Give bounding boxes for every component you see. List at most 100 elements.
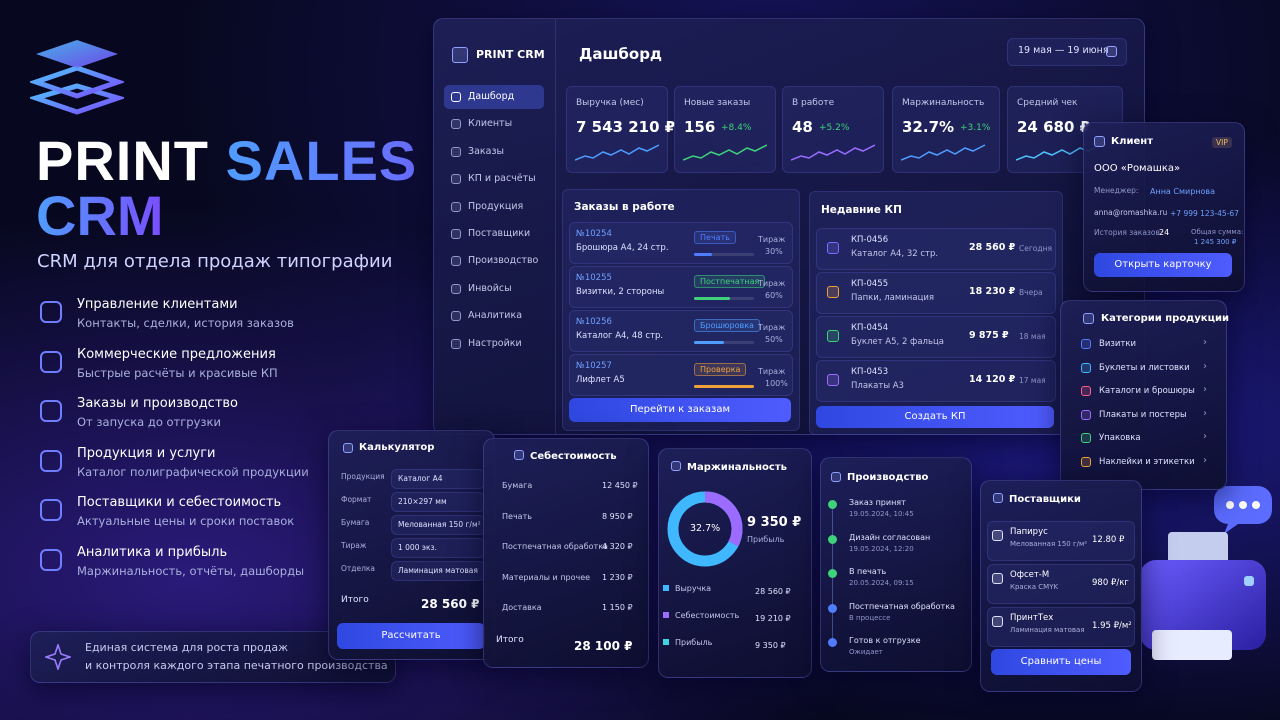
- cost-value: 8 950 ₽: [602, 511, 633, 521]
- nav-item[interactable]: Заказы: [468, 145, 505, 157]
- order-row: №10256 Каталог А4, 48 стр. Брошюровка Тираж…: [569, 310, 793, 352]
- feature-title: Поставщики и себестоимость: [77, 495, 282, 510]
- nav-item[interactable]: Продукция: [468, 200, 524, 212]
- quote-row: КП-0455 Папки, ламинация 18 230 ₽ Вчера: [816, 272, 1056, 314]
- client-email: anna@romashka.ru: [1094, 208, 1168, 217]
- calculator-card: Калькулятор Продукция Каталог А4 Формат 210×…: [328, 430, 495, 660]
- order-progress: 60%: [765, 291, 783, 300]
- quote-amount: 28 560 ₽: [969, 242, 1016, 253]
- kpi-card: Выручка (мес) 7 543 210 ₽: [566, 86, 675, 173]
- progress-track: [694, 341, 754, 344]
- nav-icon: [451, 283, 461, 294]
- feature-title: Заказы и производство: [77, 396, 239, 411]
- field-label: Отделка: [341, 564, 375, 573]
- kpi-value: 24 680 ₽: [1017, 118, 1091, 136]
- button[interactable]: Рассчитать: [337, 623, 485, 649]
- order-progress: 100%: [765, 379, 788, 388]
- nav-icon: [451, 146, 461, 157]
- nav-icon: [451, 119, 461, 130]
- nav-item[interactable]: Аналитика: [468, 310, 523, 322]
- field-value: 1 000 экз.: [398, 543, 437, 552]
- dashboard-window: PRINT CRM Дашборд 19 мая — 19 июня Дашборд К…: [433, 18, 1145, 435]
- card-title: Производство: [847, 472, 929, 483]
- page-title: Дашборд: [579, 45, 663, 63]
- supplier-row: ПринтТех Ламинация матовая 1.95 ₽/м²: [987, 607, 1135, 647]
- category-icon: [1081, 456, 1091, 467]
- cost-label: Постпечатная обработка: [502, 542, 608, 551]
- category-icon: [1081, 339, 1091, 349]
- nav-item[interactable]: Дашборд: [468, 91, 515, 102]
- suppliers-icon: [993, 493, 1003, 503]
- category-icon: [1081, 386, 1091, 396]
- production-icon: [831, 472, 841, 482]
- order-desc: Брошюра А4, 24 стр.: [576, 243, 669, 253]
- legend-swatch: [663, 585, 669, 591]
- nav-item[interactable]: Инвойсы: [468, 282, 512, 294]
- cost-value: 12 450 ₽: [602, 481, 638, 490]
- quote-date: 18 мая: [1019, 332, 1046, 341]
- panel-title: Недавние КП: [821, 204, 902, 216]
- button[interactable]: Открыть карточку: [1094, 253, 1232, 277]
- supplier-name: ПринтТех: [1010, 613, 1054, 623]
- button[interactable]: Создать КП: [816, 406, 1054, 428]
- feature-desc: Быстрые расчёты и красивые КП: [77, 365, 278, 380]
- timeline-dot: [828, 569, 837, 578]
- category-name[interactable]: Каталоги и брошюры: [1099, 386, 1195, 396]
- cost-icon: [514, 450, 524, 460]
- nav-item[interactable]: Настройки: [468, 337, 522, 349]
- client-history: 24: [1159, 228, 1170, 237]
- donut-center: 32.7%: [690, 523, 721, 534]
- nav-item[interactable]: Производство: [468, 255, 539, 267]
- feature-title: Коммерческие предложения: [77, 346, 276, 362]
- button[interactable]: Перейти к заказам: [569, 398, 791, 422]
- brand-word: SALES: [225, 129, 418, 192]
- category-name[interactable]: Плакаты и постеры: [1099, 409, 1187, 420]
- quote-id: КП-0456: [851, 235, 889, 245]
- feature-desc: От запуска до отгрузки: [77, 415, 221, 429]
- nav-item[interactable]: Поставщики: [468, 228, 531, 239]
- footer-line: Единая система для роста продаж: [85, 641, 289, 654]
- button[interactable]: Сравнить цены: [991, 649, 1131, 675]
- total-value: 28 100 ₽: [574, 639, 633, 653]
- date-range: 19 мая — 19 июня: [1007, 38, 1127, 66]
- category-name[interactable]: Буклеты и листовки: [1099, 362, 1190, 373]
- category-name[interactable]: Наклейки и этикетки: [1099, 456, 1195, 467]
- feature-title: Аналитика и прибыль: [77, 544, 228, 560]
- kpi-label: Новые заказы: [684, 98, 751, 108]
- supplier-row: Офсет-М Краска CMYK 980 ₽/кг: [987, 564, 1135, 604]
- legend-value: 9 350 ₽: [755, 641, 786, 650]
- quotes-panel: Недавние КП КП-0456 Каталог А4, 32 стр. 28 …: [809, 191, 1063, 435]
- order-desc: Визитки, 2 стороны: [576, 287, 665, 297]
- feature-title: Управление клиентами: [77, 297, 238, 312]
- progress-bar: [694, 341, 724, 344]
- run-label: Тираж: [758, 235, 786, 244]
- card-title: Клиент: [1111, 136, 1153, 147]
- feature-desc: Маржинальность, отчёты, дашборды: [77, 563, 305, 578]
- nav-item[interactable]: Клиенты: [468, 118, 513, 130]
- category-name[interactable]: Визитки: [1099, 339, 1137, 349]
- field-label: Менеджер:: [1094, 186, 1139, 195]
- client-card: Клиент VIP ООО «Ромашка» Менеджер: Анна Смир…: [1083, 122, 1245, 292]
- brand-word: CRM: [36, 184, 164, 247]
- suppliers-card: Поставщики Папирус Мелованная 150 г/м² 12.8…: [980, 480, 1142, 692]
- footer-line: и контроля каждого этапа печатного произ…: [85, 659, 388, 672]
- category-icon: [1081, 362, 1091, 373]
- client-manager: Анна Смирнова: [1150, 187, 1216, 196]
- select-field: Каталог А4: [391, 469, 485, 489]
- supplier-price: 12.80 ₽: [1092, 535, 1125, 545]
- step-name: В печать: [849, 567, 887, 576]
- category-name[interactable]: Упаковка: [1099, 433, 1141, 443]
- supplier-desc: Мелованная 150 г/м²: [1010, 540, 1088, 548]
- feature-icon: [40, 400, 62, 422]
- nav-item[interactable]: КП и расчёты: [468, 173, 536, 185]
- cost-value: 1 150 ₽: [602, 603, 633, 612]
- sparkline: [901, 144, 986, 161]
- supplier-desc: Ламинация матовая: [1010, 626, 1085, 634]
- nav-icon: [451, 229, 461, 239]
- order-row: №10255 Визитки, 2 стороны Постпечатная Тира…: [569, 266, 793, 308]
- progress-bar: [694, 253, 712, 256]
- feature-icon: [40, 449, 62, 472]
- order-status: Проверка: [694, 363, 747, 376]
- star-icon: [45, 644, 71, 670]
- quote-id: КП-0455: [851, 279, 889, 289]
